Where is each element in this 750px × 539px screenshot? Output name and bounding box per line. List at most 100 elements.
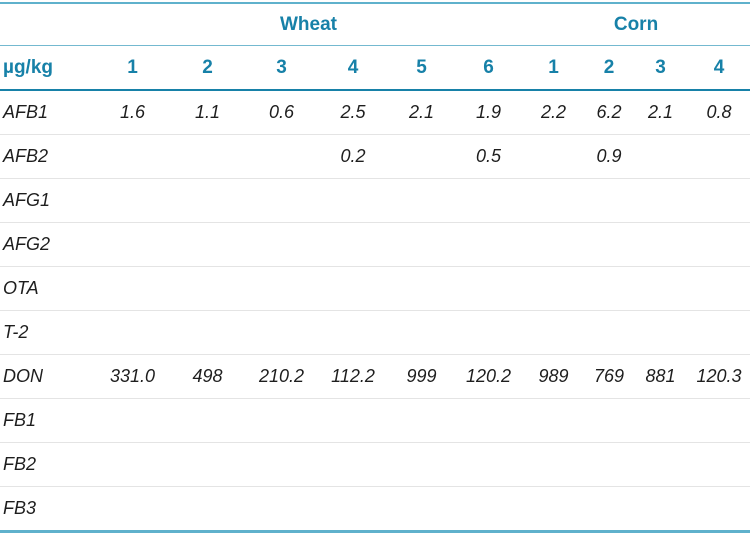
value-cell	[585, 487, 633, 532]
value-cell	[245, 398, 318, 443]
value-cell	[455, 266, 522, 311]
value-cell	[455, 442, 522, 487]
value-cell: 1.6	[95, 90, 170, 135]
sample-column-header: 2	[585, 45, 633, 91]
value-cell: 0.2	[318, 134, 388, 179]
group-header-corn: Corn	[522, 3, 750, 46]
value-cell: 120.2	[455, 354, 522, 399]
value-cell	[245, 487, 318, 532]
value-cell	[95, 310, 170, 355]
value-cell	[170, 398, 245, 443]
value-cell	[522, 310, 585, 355]
value-cell	[455, 178, 522, 223]
value-cell	[633, 222, 688, 267]
value-cell	[170, 222, 245, 267]
value-cell	[388, 398, 455, 443]
sample-column-header: 1	[95, 45, 170, 91]
value-cell	[585, 398, 633, 443]
table-row: FB3	[0, 487, 750, 532]
value-cell	[585, 442, 633, 487]
sample-column-header: 4	[688, 45, 750, 91]
value-cell: 1.1	[170, 90, 245, 135]
value-cell	[633, 310, 688, 355]
table-row: FB2	[0, 442, 750, 487]
table-row: AFG2	[0, 222, 750, 267]
value-cell	[388, 178, 455, 223]
value-cell: 2.5	[318, 90, 388, 135]
value-cell	[95, 398, 170, 443]
value-cell	[633, 487, 688, 532]
analyte-label: FB3	[3, 498, 37, 518]
value-cell	[585, 310, 633, 355]
group-header-spacer	[0, 3, 95, 46]
value-cell	[95, 178, 170, 223]
table-row: T-2	[0, 310, 750, 355]
value-cell: 210.2	[245, 354, 318, 399]
table-row: OTA	[0, 266, 750, 311]
value-cell	[455, 222, 522, 267]
value-cell	[170, 134, 245, 179]
value-cell	[245, 134, 318, 179]
value-cell	[522, 222, 585, 267]
table-row: AFB1 1.6 1.1 0.6 2.5 2.1 1.9 2.2 6.2 2.1 0.8	[0, 90, 750, 135]
value-cell	[95, 134, 170, 179]
value-cell	[688, 134, 750, 179]
value-cell: 1.9	[455, 90, 522, 135]
analyte-label: AFG1	[0, 178, 95, 223]
value-cell	[95, 266, 170, 311]
value-cell	[95, 222, 170, 267]
value-cell: 881	[633, 354, 688, 399]
value-cell	[95, 487, 170, 532]
value-cell	[633, 266, 688, 311]
group-header-wheat: Wheat	[95, 3, 522, 46]
value-cell	[95, 442, 170, 487]
table-body: AFB1 1.6 1.1 0.6 2.5 2.1 1.9 2.2 6.2 2.1 0.8 AFB2 0.…	[0, 90, 750, 532]
value-cell	[388, 442, 455, 487]
sample-column-header: 5	[388, 45, 455, 91]
value-cell	[455, 310, 522, 355]
value-cell	[170, 442, 245, 487]
value-cell	[688, 398, 750, 443]
value-cell	[633, 134, 688, 179]
value-cell: 0.9	[585, 134, 633, 179]
value-cell: 0.6	[245, 90, 318, 135]
value-cell	[522, 487, 585, 532]
value-cell	[688, 178, 750, 223]
value-cell: 989	[522, 354, 585, 399]
value-cell: 498	[170, 354, 245, 399]
value-cell	[170, 310, 245, 355]
value-cell	[455, 398, 522, 443]
value-cell	[688, 310, 750, 355]
value-cell	[170, 266, 245, 311]
value-cell: 2.1	[633, 90, 688, 135]
value-cell	[522, 266, 585, 311]
value-cell	[585, 222, 633, 267]
analyte-label: AFG2	[0, 222, 95, 267]
analyte-label: AFB1	[0, 90, 95, 135]
value-cell: 120.3	[688, 354, 750, 399]
analyte-label: OTA	[0, 266, 95, 311]
value-cell	[388, 266, 455, 311]
analyte-label: AFB2	[0, 134, 95, 179]
value-cell	[522, 442, 585, 487]
table-row: DON 331.0 498 210.2 112.2 999 120.2 989 769 881 12…	[0, 354, 750, 399]
value-cell	[688, 487, 750, 532]
value-cell: 0.5	[455, 134, 522, 179]
value-cell	[245, 442, 318, 487]
group-header-row: Wheat Corn	[0, 3, 750, 46]
value-cell	[245, 310, 318, 355]
value-cell: 0.8	[688, 90, 750, 135]
value-cell	[688, 442, 750, 487]
value-cell	[633, 398, 688, 443]
value-cell	[455, 487, 522, 532]
value-cell	[245, 178, 318, 223]
value-cell	[318, 178, 388, 223]
value-cell	[522, 398, 585, 443]
value-cell	[633, 442, 688, 487]
analyte-label: T-2	[0, 310, 95, 355]
value-cell	[318, 266, 388, 311]
value-cell	[388, 222, 455, 267]
